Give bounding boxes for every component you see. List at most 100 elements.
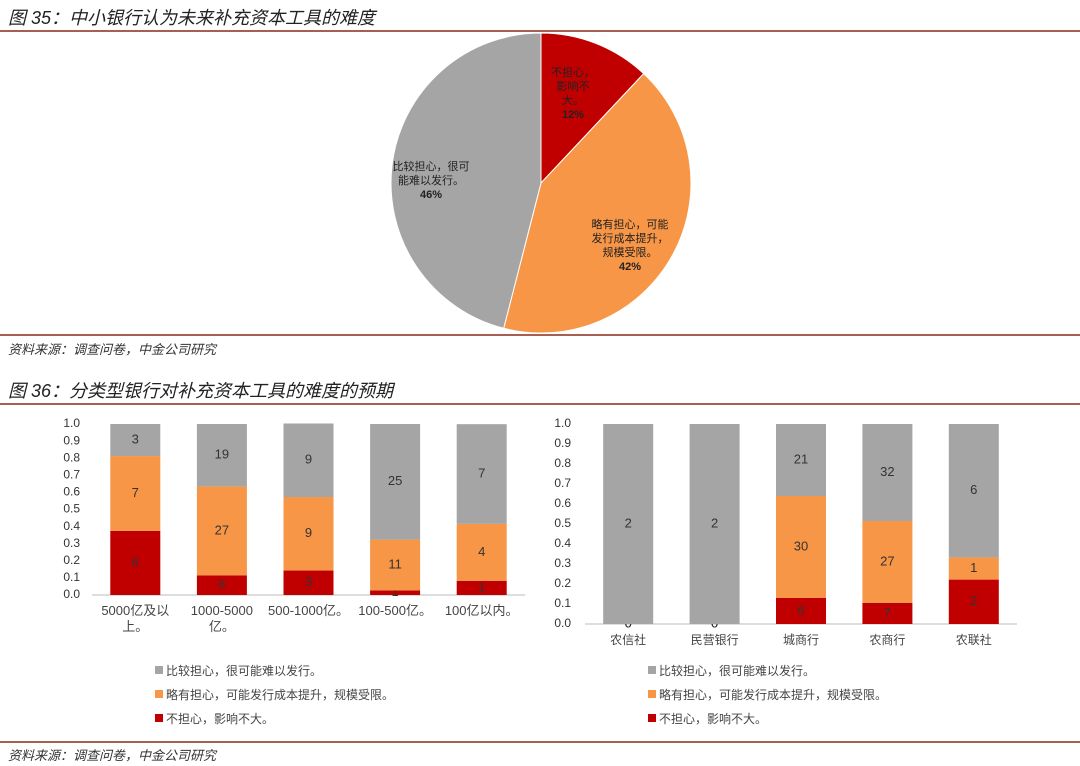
bar-segment	[370, 590, 421, 595]
y-tick-label: 0.8	[554, 456, 571, 470]
x-tick-label: 农信社	[610, 633, 647, 647]
data-label: 6	[132, 554, 139, 569]
slice-label: 略有担心，可能发行成本提升，规模受限。 42%	[590, 218, 670, 274]
data-label: 6	[797, 602, 804, 617]
bar-segment	[776, 598, 826, 624]
data-label: 2	[711, 515, 718, 530]
slice-value: 12%	[561, 109, 585, 121]
bar-segment	[948, 424, 999, 558]
y-tick-label: 0.4	[554, 536, 571, 550]
figure-title: 图 35：中小银行认为未来补充资本工具的难度	[8, 8, 376, 28]
y-tick-label: 0.9	[63, 433, 80, 447]
bar-segment	[603, 424, 654, 624]
x-tick-label: 城商行	[782, 633, 819, 647]
y-tick-label: 0.6	[554, 496, 571, 510]
data-label: 6	[970, 482, 977, 497]
bar-segment	[862, 602, 913, 624]
slice-name: 比较担心，很可能难以发行。	[392, 161, 470, 187]
data-label: 30	[794, 538, 808, 553]
x-tick-label: 1000-5000亿。	[190, 603, 253, 634]
y-tick-label: 0.0	[554, 616, 571, 630]
y-tick-label: 0.7	[554, 476, 571, 490]
slice-label: 比较担心，很可能难以发行。 46%	[392, 160, 470, 202]
data-label: 1	[391, 584, 398, 599]
y-tick-label: 0.1	[63, 570, 80, 584]
x-tick-label: 500-1000亿。	[268, 603, 349, 618]
bar-segment	[776, 496, 826, 598]
y-tick-label: 0.5	[554, 516, 571, 530]
x-tick-label: 农商行	[869, 633, 906, 647]
slice-value: 42%	[618, 261, 642, 273]
legend-label: 比较担心，很可能难以发行。	[659, 664, 816, 678]
legend-swatch	[155, 714, 163, 722]
data-label: 9	[305, 525, 312, 540]
data-label: 6	[218, 577, 225, 592]
data-label: 2	[970, 593, 977, 608]
bar-segment	[370, 539, 421, 591]
figure-title: 图 36：分类型银行对补充资本工具的难度的预期	[8, 381, 394, 401]
bar-segment	[110, 456, 161, 531]
data-label: 4	[478, 544, 485, 559]
x-tick-label: 农联社	[955, 633, 992, 647]
data-label: 7	[884, 605, 891, 620]
y-tick-label: 0.7	[63, 467, 80, 481]
y-tick-label: 0.3	[63, 536, 80, 550]
bar-segment	[862, 521, 913, 603]
data-label: 3	[305, 574, 312, 589]
y-tick-label: 0.5	[63, 502, 80, 516]
y-tick-label: 0.8	[63, 450, 80, 464]
data-label: 7	[132, 485, 139, 500]
y-tick-label: 0.4	[63, 519, 80, 533]
bar-segment	[862, 424, 913, 521]
data-label: 32	[880, 464, 894, 479]
x-tick-label: 100-500亿。	[358, 603, 432, 618]
bar-segment	[456, 580, 507, 595]
bar-segment	[196, 486, 247, 576]
bar-segment	[776, 424, 826, 496]
legend-label: 不担心，影响不大。	[659, 712, 768, 726]
y-tick-label: 1.0	[554, 416, 571, 430]
legend-label: 比较担心，很可能难以发行。	[166, 664, 323, 678]
legend-label: 略有担心，可能发行成本提升，规模受限。	[659, 688, 888, 702]
legend-label: 不担心，影响不大。	[166, 712, 275, 726]
data-label: 2	[625, 515, 632, 530]
y-tick-label: 0.6	[63, 485, 80, 499]
data-label: 11	[388, 556, 402, 571]
legend-swatch	[155, 690, 163, 698]
y-tick-label: 0.1	[554, 596, 571, 610]
data-label: 9	[305, 452, 312, 467]
bar-segment	[689, 424, 740, 624]
slice-name: 不担心，影响不大。	[551, 67, 595, 107]
bar-segment	[456, 424, 507, 524]
legend-swatch	[648, 714, 656, 722]
data-label: 1	[478, 579, 485, 594]
source-note: 资料来源：调查问卷，中金公司研究	[8, 342, 217, 357]
legend-label: 略有担心，可能发行成本提升，规模受限。	[166, 688, 395, 702]
source-note: 资料来源：调查问卷，中金公司研究	[8, 748, 217, 763]
x-tick-label: 5000亿及以上。	[101, 603, 170, 634]
data-label: 1	[970, 560, 977, 575]
data-label: 7	[478, 465, 485, 480]
bar-segment	[370, 424, 421, 540]
y-tick-label: 0.2	[63, 553, 80, 567]
pie-slice	[390, 32, 542, 329]
data-label: 21	[794, 451, 808, 466]
bar-segment	[196, 424, 247, 487]
data-label: 3	[132, 431, 139, 446]
data-label: 27	[880, 553, 894, 568]
y-tick-label: 0.3	[554, 556, 571, 570]
y-tick-label: 0.2	[554, 576, 571, 590]
bar-segment	[948, 579, 999, 624]
x-tick-label: 100亿以内。	[444, 603, 519, 618]
pie-slice	[540, 32, 645, 185]
bar-segment	[456, 523, 507, 581]
data-label: 27	[215, 522, 229, 537]
y-tick-label: 1.0	[63, 416, 80, 430]
bar-segment	[110, 424, 161, 457]
data-label: 25	[388, 473, 402, 488]
x-tick-label: 民营银行	[690, 633, 739, 647]
bar-segment	[283, 423, 334, 498]
y-tick-label: 0.0	[63, 587, 80, 601]
